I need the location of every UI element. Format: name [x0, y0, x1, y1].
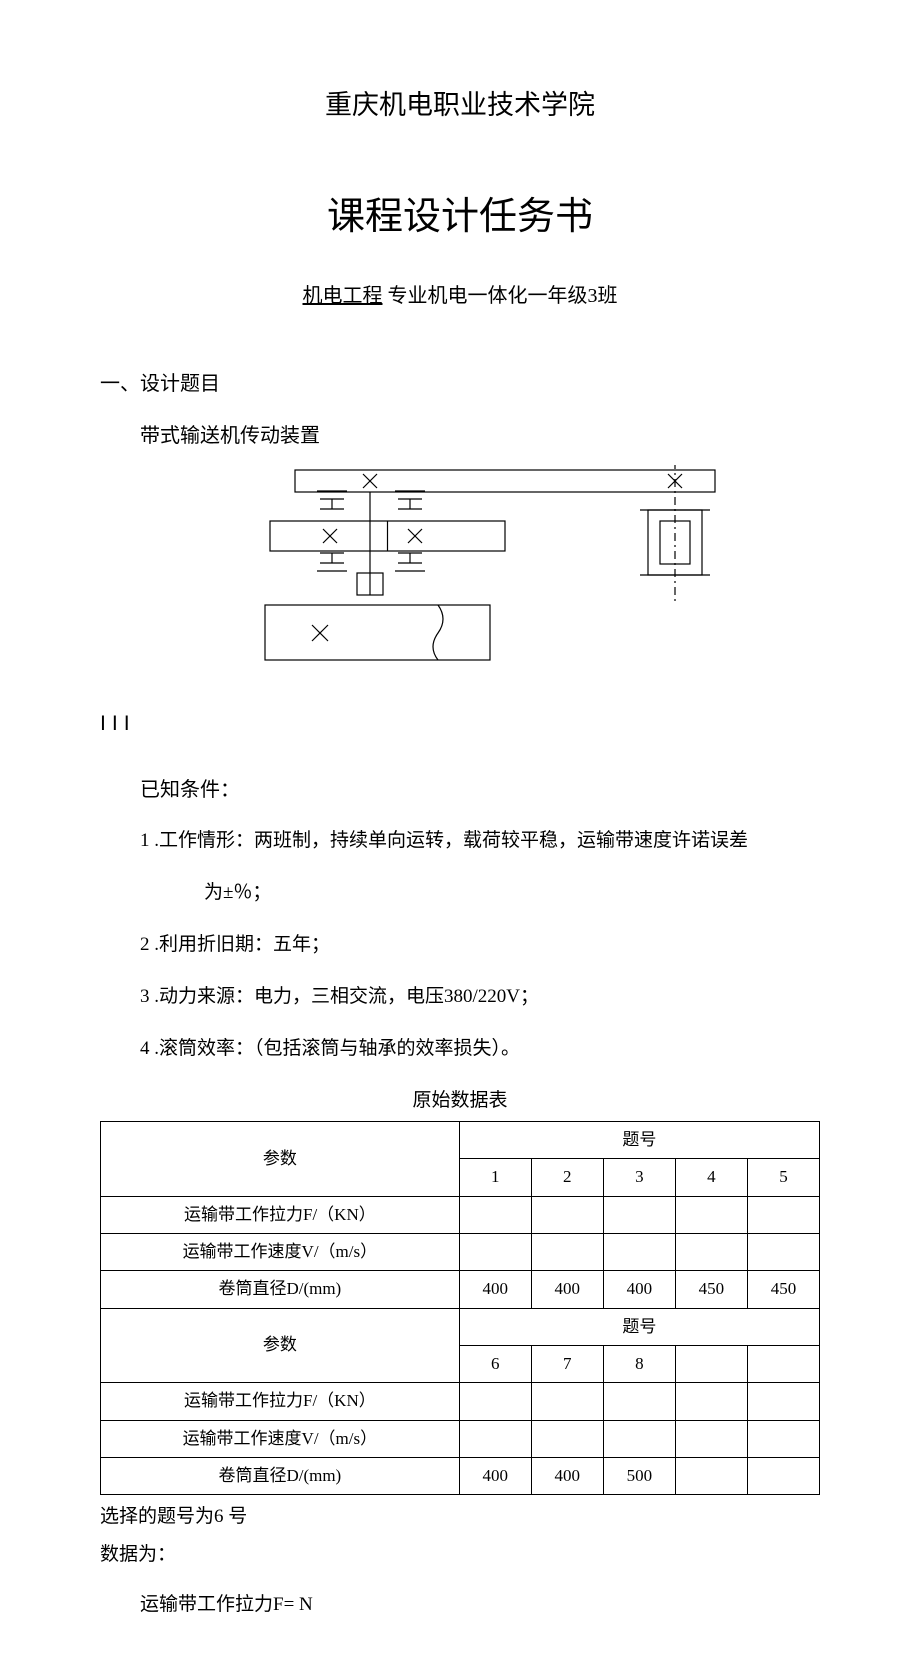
param-value: 400: [459, 1457, 531, 1494]
param-value: [531, 1420, 603, 1457]
class-line: 机电工程 专业机电一体化一年级3班: [100, 277, 820, 315]
param-value: [603, 1196, 675, 1233]
topic-number: 2: [531, 1159, 603, 1196]
conditions-label: 已知条件：: [140, 771, 820, 809]
topic-number: 1: [459, 1159, 531, 1196]
class-rest: 专业机电一体化一年级3班: [383, 285, 618, 307]
diagram-svg: [200, 465, 720, 685]
param-label: 运输带工作拉力F/（KN）: [101, 1383, 460, 1420]
param-value: [675, 1383, 747, 1420]
condition-item: 4 .滚筒效率：（包括滚筒与轴承的效率损失）。: [140, 1031, 820, 1067]
param-value: [459, 1234, 531, 1271]
param-value: [675, 1196, 747, 1233]
condition-item: 2 .利用折旧期：五年；: [140, 927, 820, 963]
doc-title: 课程设计任务书: [100, 181, 820, 253]
topic-number: 5: [747, 1159, 819, 1196]
param-value: 450: [675, 1271, 747, 1308]
major-underline: 机电工程: [303, 285, 383, 307]
topic-number: 7: [531, 1345, 603, 1382]
param-value: 500: [603, 1457, 675, 1494]
param-header: 参数: [101, 1308, 460, 1383]
param-label: 卷筒直径D/(mm): [101, 1271, 460, 1308]
selected-topic: 选择的题号为6 号: [100, 1499, 820, 1535]
param-label: 运输带工作速度V/（m/s）: [101, 1234, 460, 1271]
param-value: [531, 1234, 603, 1271]
roman-numerals: ⅠⅠⅠ: [100, 705, 820, 743]
condition-item: 3 .动力来源：电力，三相交流，电压380/220V；: [140, 979, 820, 1015]
conditions-list: 1 .工作情形：两班制，持续单向运转，载荷较平稳，运输带速度许诺误差为±％； 2 …: [140, 823, 820, 1067]
topic-number: 8: [603, 1345, 675, 1382]
condition-item: 1 .工作情形：两班制，持续单向运转，载荷较平稳，运输带速度许诺误差: [140, 823, 820, 859]
topic-number: [675, 1345, 747, 1382]
param-header: 参数: [101, 1122, 460, 1197]
param-value: 400: [603, 1271, 675, 1308]
param-value: [747, 1196, 819, 1233]
param-value: [603, 1234, 675, 1271]
group-header: 题号: [459, 1308, 819, 1345]
param-value: [747, 1457, 819, 1494]
param-value: [531, 1383, 603, 1420]
param-value: [459, 1420, 531, 1457]
param-value: [675, 1420, 747, 1457]
param-value: [459, 1383, 531, 1420]
param-value: [675, 1234, 747, 1271]
data-for-label: 数据为：: [100, 1537, 820, 1573]
topic-number: 4: [675, 1159, 747, 1196]
param-value: 400: [531, 1457, 603, 1494]
force-line: 运输带工作拉力F= N: [140, 1587, 820, 1623]
section-heading: 一、设计题目: [100, 365, 820, 403]
param-value: [675, 1457, 747, 1494]
topic-number: [747, 1345, 819, 1382]
topic-number: 3: [603, 1159, 675, 1196]
param-value: [459, 1196, 531, 1233]
param-value: [603, 1420, 675, 1457]
param-value: [747, 1420, 819, 1457]
group-header: 题号: [459, 1122, 819, 1159]
mechanism-diagram: [100, 465, 820, 698]
topic-number: 6: [459, 1345, 531, 1382]
param-label: 卷筒直径D/(mm): [101, 1457, 460, 1494]
param-value: [603, 1383, 675, 1420]
design-topic: 带式输送机传动装置: [140, 417, 820, 455]
param-value: 450: [747, 1271, 819, 1308]
param-value: [747, 1234, 819, 1271]
param-label: 运输带工作速度V/（m/s）: [101, 1420, 460, 1457]
param-value: [747, 1383, 819, 1420]
param-value: [531, 1196, 603, 1233]
table-title: 原始数据表: [100, 1083, 820, 1119]
param-value: 400: [531, 1271, 603, 1308]
school-name: 重庆机电职业技术学院: [100, 80, 820, 131]
param-label: 运输带工作拉力F/（KN）: [101, 1196, 460, 1233]
condition-cont: 为±％；: [204, 875, 820, 911]
data-table: 参数题号12345运输带工作拉力F/（KN）运输带工作速度V/（m/s）卷筒直径…: [100, 1121, 820, 1495]
param-value: 400: [459, 1271, 531, 1308]
